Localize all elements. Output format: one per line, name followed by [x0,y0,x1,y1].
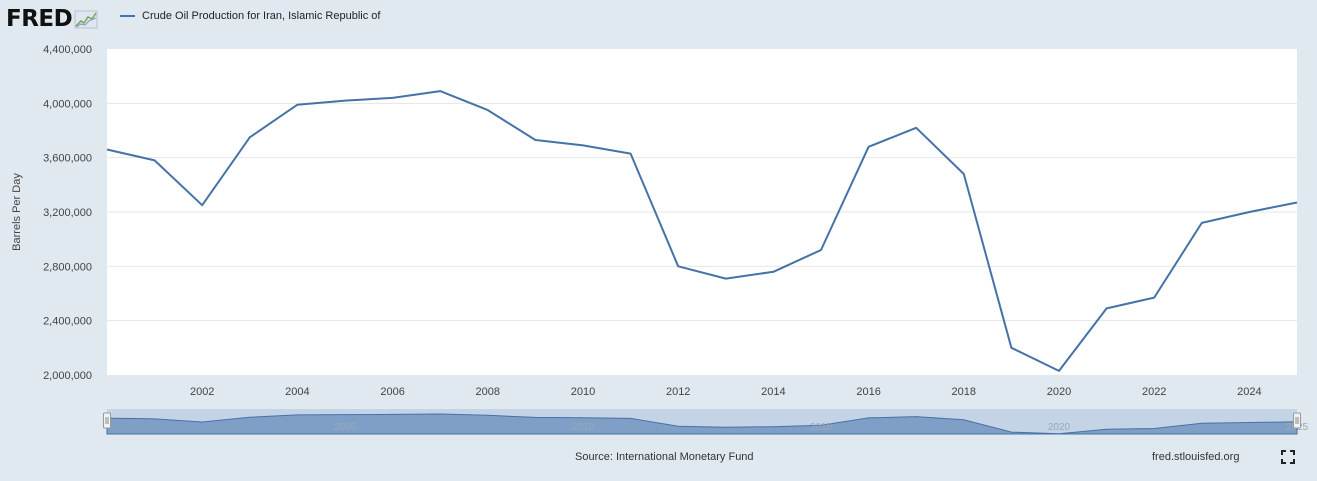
y-tick-label: 4,400,000 [43,44,92,56]
navigator-handle[interactable] [1293,412,1301,429]
legend-label: Crude Oil Production for Iran, Islamic R… [142,10,381,22]
x-tick-label: 2010 [571,386,595,398]
x-tick-label: 2012 [666,386,690,398]
y-tick-label: 3,200,000 [43,207,92,219]
fred-logo[interactable]: FRED [6,6,98,32]
x-tick-label: 2004 [285,386,309,398]
navigator-label: 2020 [1048,422,1071,433]
legend-swatch [120,15,135,17]
x-tick-label: 2022 [1142,386,1166,398]
x-tick-label: 2016 [856,386,880,398]
x-tick-label: 2024 [1237,386,1261,398]
navigator-handle[interactable] [103,412,111,429]
navigator-series [106,413,1298,435]
series-line[interactable] [106,90,1298,372]
y-tick-label: 3,600,000 [43,153,92,165]
navigator-label: 2010 [572,422,595,433]
y-tick-label: 2,000,000 [43,370,92,382]
y-tick-label: 2,800,000 [43,261,92,273]
y-tick-label: 2,400,000 [43,316,92,328]
y-tick-label: 4,000,000 [43,98,92,110]
x-tick-label: 2002 [190,386,214,398]
source-text: Source: International Monetary Fund [575,451,754,463]
navigator-label: 2005 [334,422,357,433]
x-tick-label: 2008 [476,386,500,398]
fred-logo-text: FRED [6,6,73,32]
x-tick-label: 2020 [1047,386,1071,398]
x-tick-label: 2006 [380,386,404,398]
y-axis: 2,000,000 2,400,000 2,800,000 3,200,000 3,60… [43,44,92,382]
fullscreen-icon[interactable] [1280,449,1296,465]
fred-graph-icon [74,10,98,29]
chart-legend[interactable]: Crude Oil Production for Iran, Islamic R… [120,10,380,22]
fred-link[interactable]: fred.stlouisfed.org [1152,451,1240,463]
x-tick-label: 2014 [761,386,785,398]
y-axis-label: Barrels Per Day [11,173,23,251]
x-tick-label: 2018 [952,386,976,398]
navigator[interactable]: 20052010201520202025 [103,409,1309,435]
series-group [106,90,1298,372]
gridlines [107,102,1297,322]
navigator-label: 2015 [810,422,833,433]
x-axis: 2002 2004 2006 2008 2010 2012 2014 2016 2018 2020… [190,386,1262,398]
